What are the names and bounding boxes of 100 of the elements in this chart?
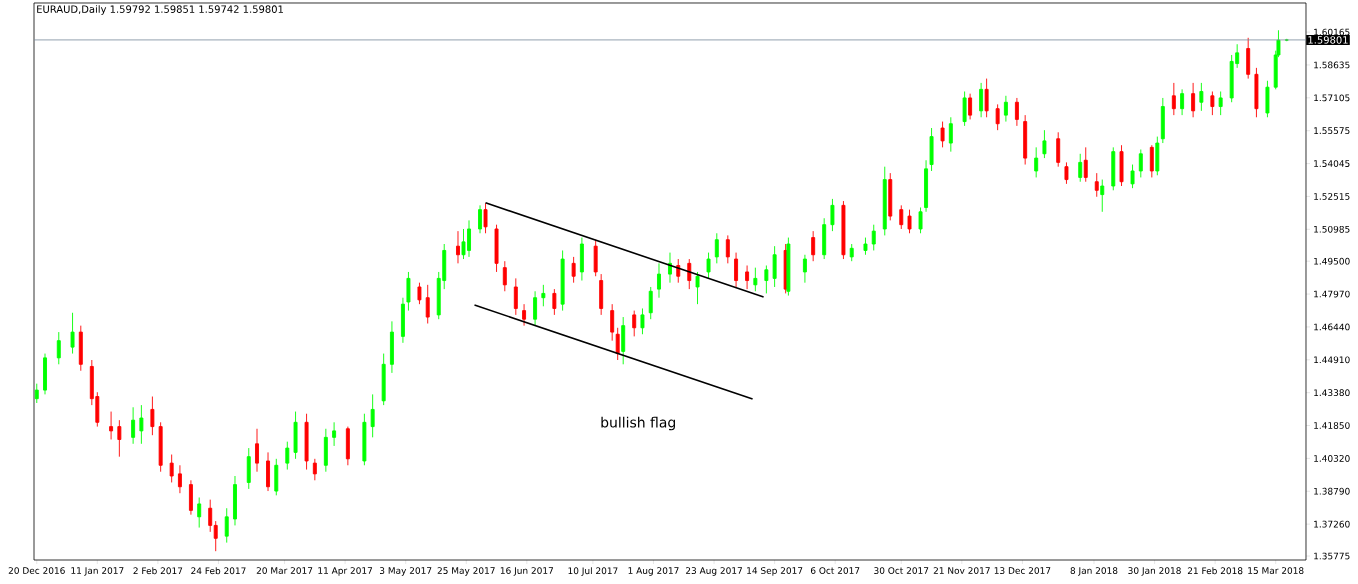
x-tick-label: 14 Sep 2017 (747, 567, 803, 576)
x-tick-label: 3 May 2017 (379, 567, 432, 576)
x-tick-label: 20 Mar 2017 (256, 567, 313, 574)
y-tick-label: 1.55575 (1314, 127, 1350, 135)
candlestick (1078, 153, 1083, 183)
candlestick (425, 284, 430, 324)
candlestick (1210, 91, 1215, 116)
y-tick-label: 1.46440 (1314, 323, 1350, 331)
candlestick (1064, 161, 1069, 185)
candlestick (513, 277, 518, 316)
candlestick (117, 419, 122, 458)
candlestick (208, 499, 213, 533)
candlestick (109, 411, 114, 440)
x-tick-label: 30 Jan 2018 (1128, 567, 1181, 576)
candlestick (332, 421, 337, 447)
candlestick (695, 271, 700, 305)
candlestick (197, 497, 202, 529)
candlestick (668, 252, 672, 284)
y-tick-label: 1.54045 (1314, 160, 1350, 167)
y-tick-label: 1.38790 (1314, 487, 1350, 495)
y-tick-label: 1.35775 (1314, 552, 1350, 560)
candlestick (899, 204, 904, 230)
candlestick (150, 396, 155, 436)
x-tick-label: 24 Feb 2017 (191, 567, 246, 575)
candlestick (772, 245, 777, 288)
candlestick (745, 265, 750, 290)
candlestick (940, 121, 945, 148)
candlestick (1149, 144, 1154, 178)
x-tick-label: 11 Apr 2017 (318, 567, 373, 576)
y-tick-label: 1.43380 (1314, 389, 1350, 397)
x-tick-label: 10 Jul 2017 (568, 567, 618, 576)
candlestick (907, 209, 912, 234)
candlestick (1130, 164, 1135, 189)
x-tick-label: 15 Mar 2018 (1248, 567, 1304, 574)
chart-title: EURAUD,Daily 1.59792 1.59851 1.59742 1.59801 (37, 5, 283, 15)
annotation: bullish flag (601, 416, 675, 431)
candlestick (1003, 95, 1008, 123)
candlestick (255, 428, 259, 473)
candlestick (830, 198, 835, 232)
candlestick (979, 82, 984, 118)
y-tick-label: 1.40320 (1314, 455, 1350, 462)
candlestick (312, 458, 317, 481)
candlestick (483, 202, 488, 234)
candlestick (285, 441, 290, 471)
candlestick (632, 310, 637, 337)
y-tick-label: 1.50985 (1314, 225, 1350, 233)
candlestick (1094, 172, 1099, 198)
y-tick-label: 1.44910 (1314, 356, 1350, 364)
candlestick (533, 290, 538, 327)
x-tick-label: 6 Oct 2017 (810, 567, 860, 574)
y-tick-label: 1.49500 (1314, 257, 1350, 265)
y-tick-label: 1.58635 (1314, 61, 1350, 69)
candlestick (370, 393, 375, 438)
y-tick-label: 1.57105 (1314, 94, 1350, 102)
candlestick (571, 256, 576, 284)
candlestick (139, 404, 144, 445)
candlestick (968, 93, 973, 120)
candlestick (224, 507, 229, 544)
candlestick (615, 327, 620, 361)
candlestick (640, 308, 645, 335)
x-tick-label: 21 Nov 2017 (933, 567, 990, 574)
candlestick (1014, 97, 1019, 127)
x-tick-label: 2 Feb 2017 (133, 567, 183, 575)
y-tick-label: 1.37260 (1314, 520, 1350, 528)
candlestick (1199, 82, 1204, 112)
candlestick (169, 454, 174, 483)
candlestick (714, 232, 719, 264)
candlestick (70, 312, 75, 355)
x-tick-label: 8 Jan 2018 (1070, 567, 1118, 576)
candlestick (406, 271, 411, 312)
candlestick (522, 303, 527, 327)
candlestick (725, 234, 730, 264)
candlestick (1171, 82, 1176, 116)
candlestick (811, 230, 816, 262)
candlestick (995, 103, 1000, 131)
candlestick (1218, 91, 1223, 116)
candlestick (802, 254, 807, 284)
candlestick (34, 383, 39, 404)
candlestick (984, 78, 989, 118)
candlestick (502, 260, 507, 292)
x-tick-label: 20 Dec 2016 (8, 567, 65, 574)
candlestick (1034, 146, 1039, 178)
candlestick (706, 252, 711, 279)
candlestick (657, 262, 661, 299)
candlestick (1138, 149, 1143, 178)
candlestick (552, 288, 557, 316)
candlestick (177, 464, 182, 494)
x-tick-label: 25 May 2017 (437, 567, 495, 576)
candlestick (1083, 146, 1088, 183)
candlestick (1042, 129, 1047, 159)
x-tick-label: 1 Aug 2017 (628, 567, 679, 576)
x-tick-label: 11 Jan 2017 (71, 567, 124, 576)
candlestick (753, 267, 758, 292)
candlestick (541, 284, 546, 307)
x-tick-label: 21 Feb 2018 (1187, 567, 1243, 575)
candlestick (1056, 131, 1061, 168)
candlestick (610, 303, 615, 342)
x-tick-label: 16 Jun 2017 (500, 567, 554, 576)
candlestick (648, 286, 653, 320)
candlestick (131, 406, 136, 445)
